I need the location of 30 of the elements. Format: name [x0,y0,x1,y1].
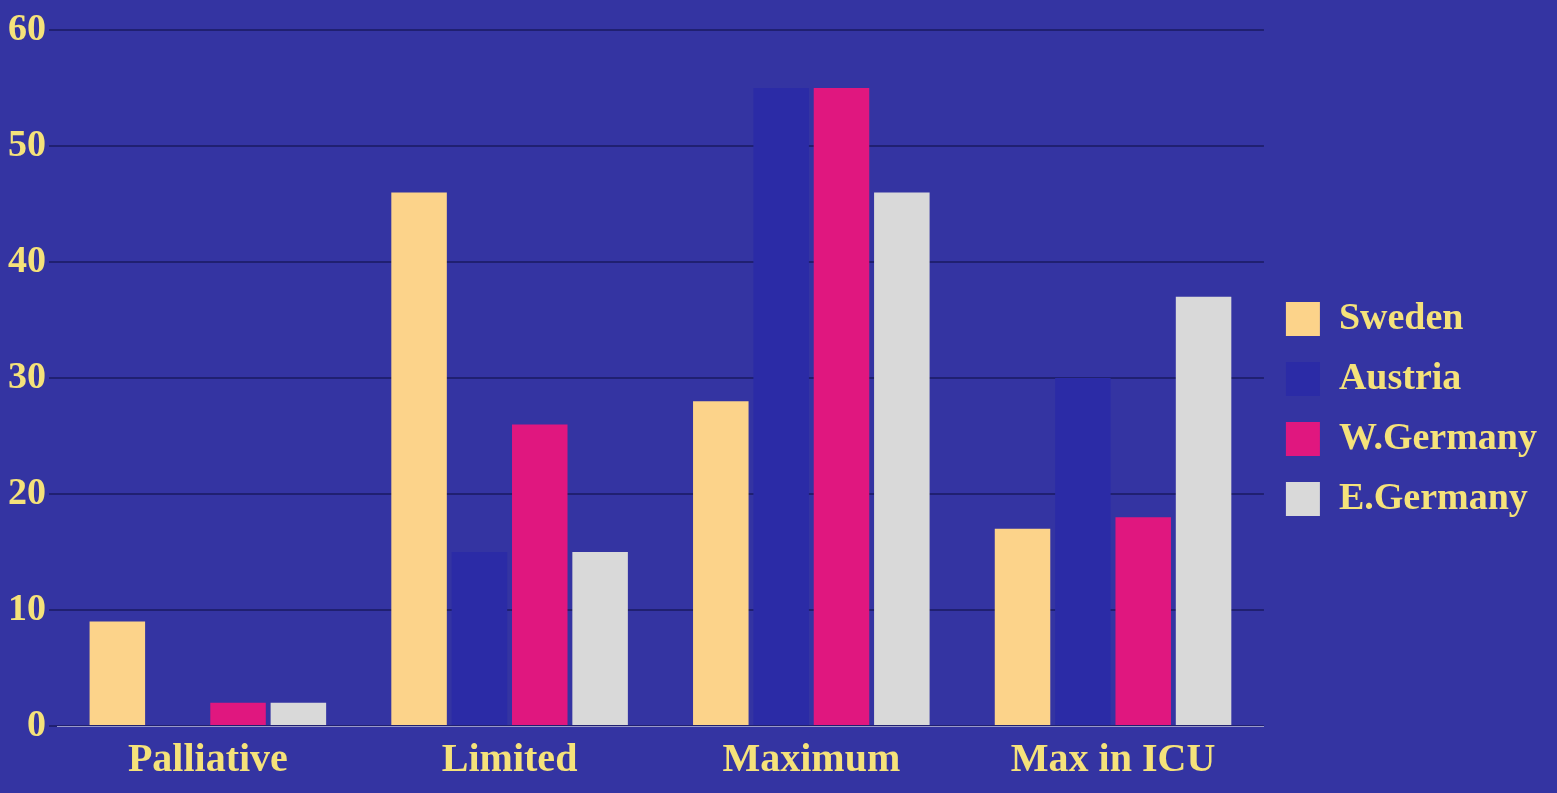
bar [813,88,870,725]
y-tick-label: 0 [27,701,46,744]
y-tick-label: 20 [8,469,46,512]
x-tick-label: Maximum [722,735,901,781]
x-tick-label: Max in ICU [1010,735,1216,781]
bar [391,192,447,725]
legend-label: E.Germany [1338,474,1528,517]
bar [89,621,146,725]
y-tick-label: 10 [8,585,46,628]
y-tick-label: 30 [8,353,46,396]
bar [1055,378,1111,725]
legend-label: Sweden [1338,294,1464,337]
bar [572,552,628,725]
bar [753,88,809,725]
y-tick-label: 40 [8,237,46,280]
legend-label: W.Germany [1338,414,1537,457]
bar [994,528,1051,725]
bar [451,552,508,725]
bar [512,424,568,725]
x-tick-label: Limited [441,735,578,781]
bar [1175,296,1232,725]
bar [210,702,266,725]
bar [270,702,327,725]
y-tick-label: 50 [8,121,46,164]
bar [1115,517,1171,725]
bar [693,401,749,725]
legend-label: Austria [1338,354,1462,397]
bar [874,192,930,725]
x-tick-label: Palliative [127,735,288,781]
y-tick-label: 60 [8,5,46,48]
